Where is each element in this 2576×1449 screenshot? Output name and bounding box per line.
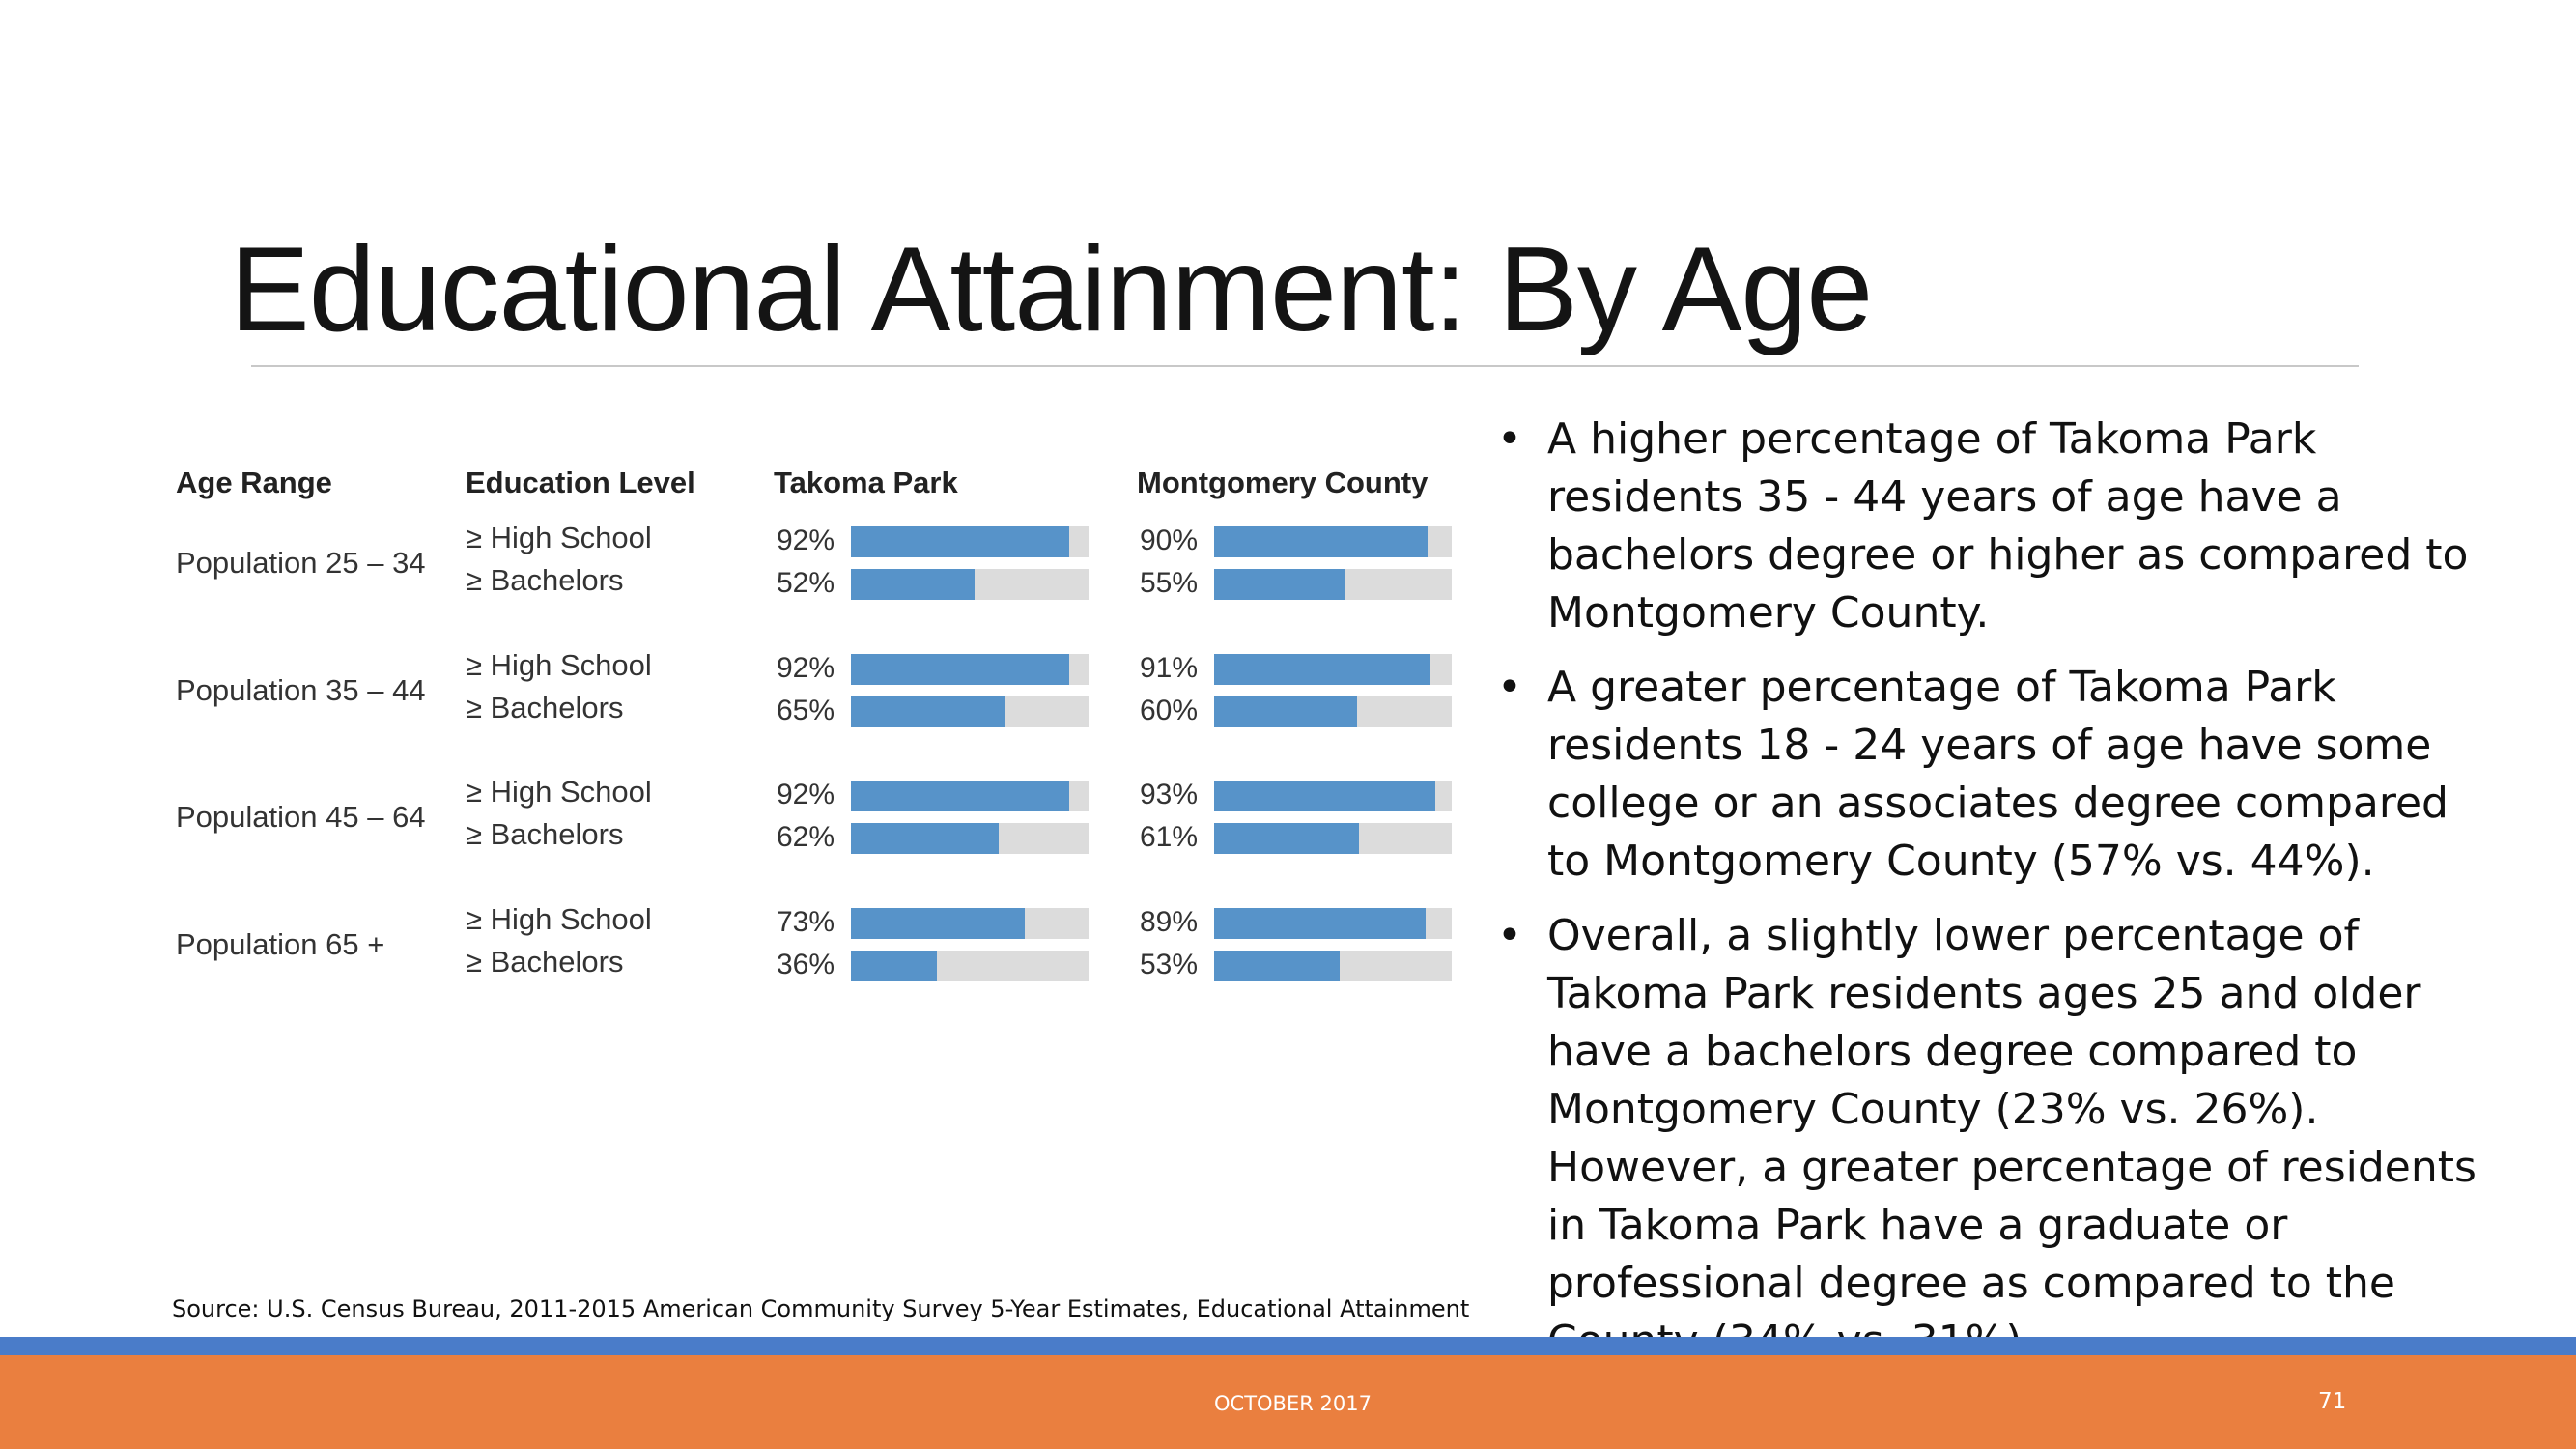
education-level-label: ≥ High School bbox=[466, 521, 652, 554]
montgomery-county-bar bbox=[1214, 823, 1360, 854]
age-range-label: Population 45 – 64 bbox=[176, 800, 426, 834]
montgomery-county-bar bbox=[1214, 526, 1429, 557]
bullet-text: A higher percentage of Takoma Park resid… bbox=[1547, 414, 2469, 638]
montgomery-county-value-label: 61% bbox=[1140, 821, 1199, 853]
takoma-park-value-label: 92% bbox=[777, 779, 835, 810]
montgomery-county-value-label: 60% bbox=[1140, 694, 1199, 726]
age-range-label: Population 65 + bbox=[176, 926, 385, 961]
education-level-label: ≥ High School bbox=[466, 647, 652, 682]
takoma-park-value-label: 73% bbox=[777, 905, 835, 938]
education-level-header: Education Level bbox=[466, 466, 695, 499]
montgomery-county-value-label: 53% bbox=[1140, 948, 1199, 980]
findings-bullet-list: • A higher percentage of Takoma Park resi… bbox=[1487, 411, 2492, 1387]
montgomery-county-bar bbox=[1214, 907, 1426, 939]
takoma-park-bar bbox=[851, 653, 1070, 685]
takoma-park-bar bbox=[851, 569, 975, 600]
footer-orange-band bbox=[0, 1355, 2576, 1449]
age-range-label: Population 35 – 44 bbox=[176, 672, 426, 707]
title-divider bbox=[251, 365, 2359, 367]
montgomery-county-value-label: 91% bbox=[1140, 651, 1199, 684]
takoma-park-bar bbox=[851, 781, 1070, 811]
montgomery-county-bar bbox=[1214, 781, 1435, 811]
bullet-dot-icon: • bbox=[1497, 911, 1522, 960]
montgomery-county-value-label: 55% bbox=[1140, 567, 1199, 599]
montgomery-county-bar-track bbox=[1214, 907, 1452, 939]
bullet-dot-icon: • bbox=[1497, 414, 1522, 464]
slide-title: Educational Attainment: By Age bbox=[230, 223, 1873, 356]
takoma-park-bar-track bbox=[851, 696, 1089, 727]
education-level-label: ≥ High School bbox=[466, 775, 652, 809]
education-level-label: ≥ Bachelors bbox=[466, 563, 624, 597]
education-level-label: ≥ Bachelors bbox=[466, 817, 624, 851]
montgomery-county-bar-track bbox=[1214, 781, 1452, 811]
bullet-item: • A higher percentage of Takoma Park resi… bbox=[1487, 411, 2492, 642]
takoma-park-bar-track bbox=[851, 823, 1089, 854]
montgomery-county-bar bbox=[1214, 950, 1341, 981]
takoma-park-bar-track bbox=[851, 526, 1089, 557]
education-level-label: ≥ High School bbox=[466, 901, 652, 936]
bullet-text: A greater percentage of Takoma Park resi… bbox=[1547, 663, 2449, 886]
age-range-header: Age Range bbox=[176, 466, 332, 499]
education-level-label: ≥ Bachelors bbox=[466, 690, 624, 724]
takoma-park-bar bbox=[851, 907, 1025, 939]
montgomery-county-bar bbox=[1214, 653, 1430, 685]
page-number: 71 bbox=[2318, 1389, 2347, 1414]
montgomery-county-bar bbox=[1214, 696, 1357, 727]
montgomery-county-value-label: 89% bbox=[1140, 905, 1199, 938]
takoma-park-bar-track bbox=[851, 569, 1089, 600]
takoma-park-value-label: 65% bbox=[777, 694, 835, 726]
footer-date: OCTOBER 2017 bbox=[1214, 1392, 1372, 1415]
montgomery-county-bar-track bbox=[1214, 526, 1452, 557]
takoma-park-bar-track bbox=[851, 653, 1089, 685]
attainment-bar-table: Age Range Education Level Takoma Park Mo… bbox=[0, 0, 1487, 1063]
bullet-text: Overall, a slightly lower percentage of … bbox=[1547, 911, 2477, 1366]
takoma-park-bar bbox=[851, 823, 999, 854]
takoma-park-value-label: 92% bbox=[777, 525, 835, 556]
takoma-park-bar-track bbox=[851, 781, 1089, 811]
montgomery-county-value-label: 93% bbox=[1140, 779, 1199, 810]
montgomery-county-header: Montgomery County bbox=[1137, 466, 1429, 499]
footer-blue-band bbox=[0, 1337, 2576, 1355]
montgomery-county-bar bbox=[1214, 569, 1345, 600]
takoma-park-value-label: 92% bbox=[777, 651, 835, 684]
bullet-item: • A greater percentage of Takoma Park res… bbox=[1487, 659, 2492, 891]
bullet-dot-icon: • bbox=[1497, 663, 1522, 712]
montgomery-county-value-label: 90% bbox=[1140, 525, 1199, 556]
montgomery-county-bar-track bbox=[1214, 569, 1452, 600]
takoma-park-header: Takoma Park bbox=[774, 466, 958, 499]
takoma-park-value-label: 36% bbox=[777, 948, 835, 980]
source-note: Source: U.S. Census Bureau, 2011-2015 Am… bbox=[172, 1295, 1470, 1322]
education-level-label: ≥ Bachelors bbox=[466, 944, 624, 979]
montgomery-county-bar-track bbox=[1214, 653, 1452, 685]
montgomery-county-bar-track bbox=[1214, 823, 1452, 854]
age-range-label: Population 25 – 34 bbox=[176, 546, 426, 580]
takoma-park-value-label: 62% bbox=[777, 821, 835, 853]
takoma-park-value-label: 52% bbox=[777, 567, 835, 599]
takoma-park-bar bbox=[851, 526, 1070, 557]
takoma-park-bar-track bbox=[851, 907, 1089, 939]
takoma-park-bar bbox=[851, 950, 937, 981]
bullet-item: • Overall, a slightly lower percentage of… bbox=[1487, 907, 2492, 1371]
montgomery-county-bar-track bbox=[1214, 696, 1452, 727]
takoma-park-bar-track bbox=[851, 950, 1089, 981]
montgomery-county-bar-track bbox=[1214, 950, 1452, 981]
takoma-park-bar bbox=[851, 696, 1005, 727]
